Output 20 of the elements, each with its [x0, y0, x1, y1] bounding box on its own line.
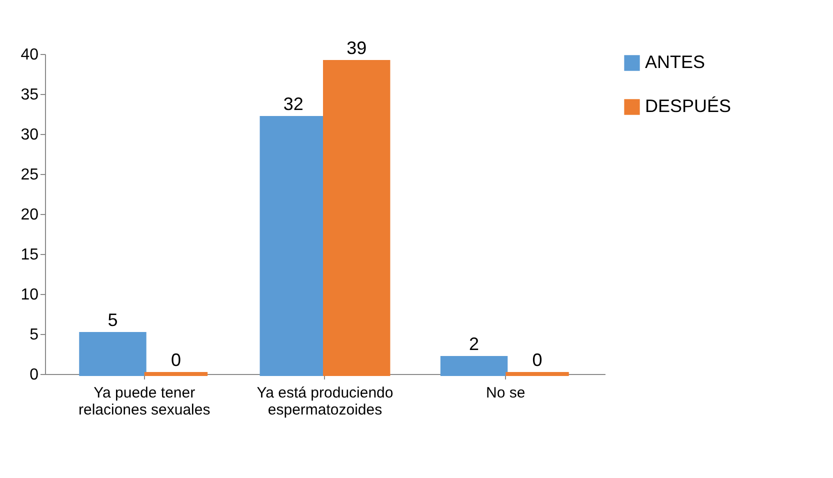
- data-label: 39: [346, 38, 367, 58]
- y-tick-label: 25: [20, 166, 39, 184]
- legend-label: DESPUÉS: [645, 96, 732, 116]
- x-tick-label: Ya está produciendo espermatozoides: [256, 384, 394, 418]
- y-tick-label: 30: [20, 126, 39, 144]
- data-label: 5: [108, 310, 118, 330]
- legend-label: ANTES: [645, 52, 706, 72]
- x-tick-label: Ya puede tener relaciones sexuales: [78, 384, 210, 418]
- y-tick-label: 20: [20, 206, 39, 224]
- y-tick-label: 15: [20, 246, 39, 264]
- y-tick-label: 35: [20, 86, 39, 104]
- data-label: 32: [283, 94, 304, 114]
- x-tick-label: No se: [486, 384, 526, 402]
- y-tick-label: 0: [30, 366, 39, 384]
- data-label: 0: [170, 350, 181, 370]
- y-tick-label: 5: [30, 326, 39, 344]
- y-tick-label: 40: [20, 46, 39, 64]
- data-label: 2: [469, 334, 480, 354]
- y-tick-label: 10: [20, 286, 39, 304]
- data-label: 0: [532, 350, 542, 370]
